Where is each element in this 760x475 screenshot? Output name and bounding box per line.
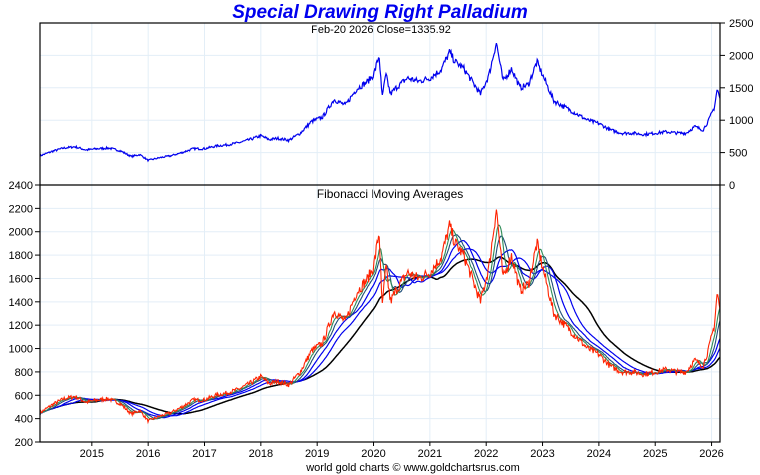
x-tick-label: 2024 xyxy=(587,448,611,460)
plot-frame xyxy=(39,22,721,443)
y-tick-label-left: 800 xyxy=(15,367,33,379)
close-annotation: Feb-20 2026 Close=1335.92 xyxy=(311,24,451,36)
grid-lines xyxy=(40,22,720,443)
x-tick-label: 2023 xyxy=(530,448,554,460)
y-tick-label-left: 2200 xyxy=(9,203,33,215)
chart-title: Special Drawing Right Palladium xyxy=(232,2,528,23)
x-tick-label: 2018 xyxy=(249,448,273,460)
y-tick-label-left: 1600 xyxy=(9,273,33,285)
y-tick-label-left: 1200 xyxy=(9,320,33,332)
y-tick-label-right: 1500 xyxy=(729,83,753,95)
y-tick-label-left: 1800 xyxy=(9,250,33,262)
x-tick-label: 2026 xyxy=(699,448,723,460)
y-tick-label-right: 2500 xyxy=(729,18,753,30)
x-tick-label: 2021 xyxy=(418,448,442,460)
x-tick-label: 2015 xyxy=(80,448,104,460)
ma-blue-1-line xyxy=(39,239,721,419)
y-tick-label-left: 400 xyxy=(15,414,33,426)
y-tick-label-right: 1000 xyxy=(729,115,753,127)
plot-lines xyxy=(39,42,721,425)
footer-credit: world gold charts © www.goldchartsrus.co… xyxy=(306,462,520,474)
y-tick-label-left: 200 xyxy=(15,437,33,449)
y-tick-label-right: 2000 xyxy=(729,50,753,62)
x-tick-label: 2020 xyxy=(361,448,385,460)
x-tick-label: 2017 xyxy=(192,448,216,460)
y-tick-label-right: 500 xyxy=(729,148,747,160)
y-tick-label-left: 2000 xyxy=(9,227,33,239)
x-tick-label: 2019 xyxy=(305,448,329,460)
ma-long-line xyxy=(39,256,721,415)
y-tick-label-left: 600 xyxy=(15,390,33,402)
y-tick-label-left: 1400 xyxy=(9,297,33,309)
x-tick-label: 2016 xyxy=(136,448,160,460)
y-tick-label-left: 2400 xyxy=(9,180,33,192)
y-tick-label-left: 1000 xyxy=(9,344,33,356)
x-tick-label: 2022 xyxy=(474,448,498,460)
ma-blue-2-line xyxy=(39,248,721,417)
axes: 0 500 1000 1500 2000 2500 200 400 600 800 1000 1200… xyxy=(9,18,754,460)
y-tick-label-right: 0 xyxy=(729,180,735,192)
price-line-top xyxy=(39,42,721,163)
x-tick-label: 2025 xyxy=(643,448,667,460)
lower-panel-title: Fibonacci Moving Averages xyxy=(316,187,464,201)
price-line-bottom xyxy=(39,209,721,425)
